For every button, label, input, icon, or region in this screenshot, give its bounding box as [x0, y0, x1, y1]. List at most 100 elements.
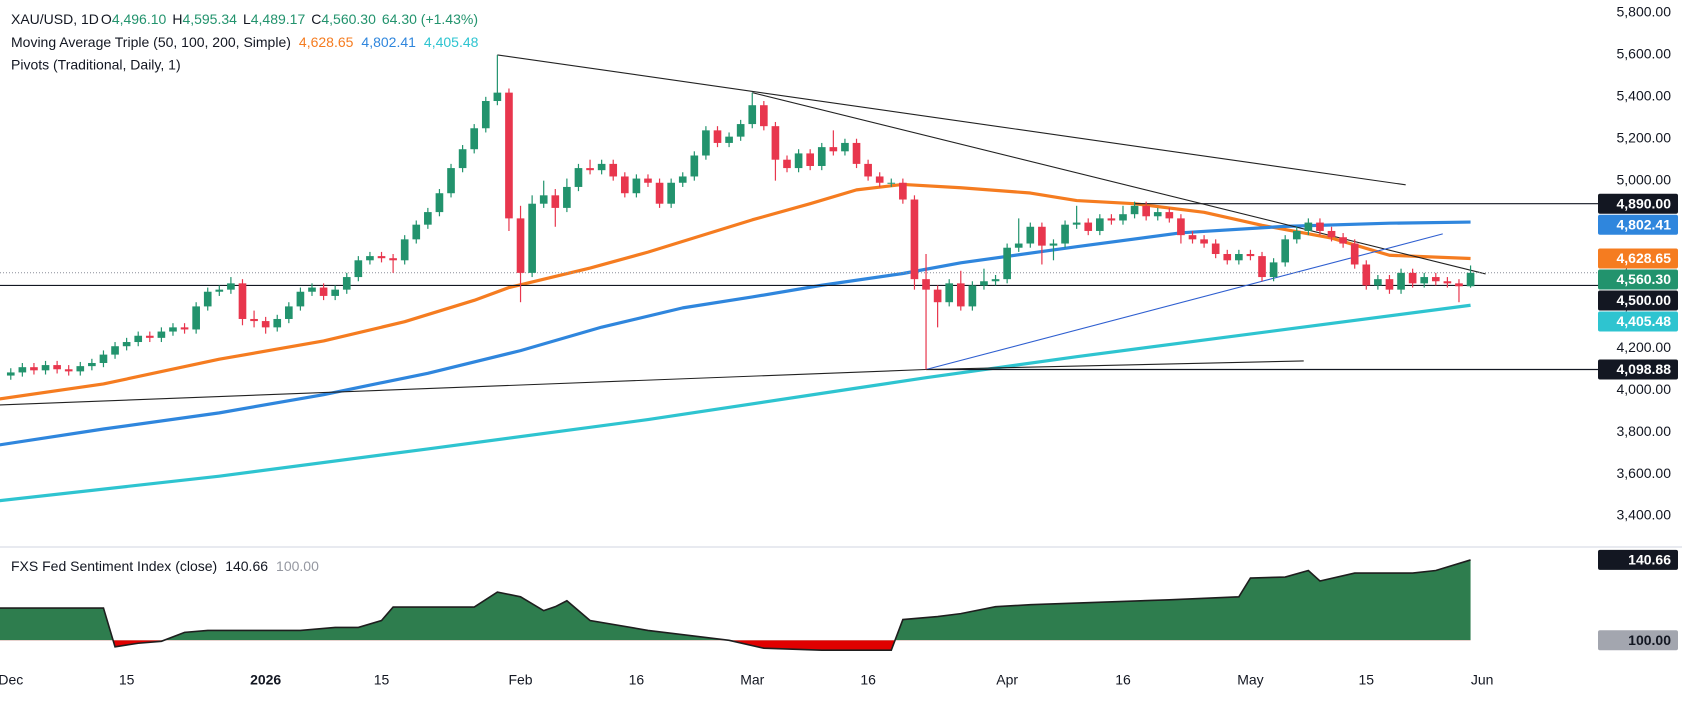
candle-body: [1408, 272, 1417, 284]
candle-body: [771, 126, 780, 160]
candle-body: [852, 142, 861, 164]
candle-body: [470, 128, 479, 150]
candle-body: [736, 124, 745, 137]
candle-body: [76, 366, 85, 372]
trendline: [752, 92, 1486, 275]
candle-body: [563, 186, 571, 208]
candle-body: [1281, 239, 1290, 263]
area-above-baseline: [0, 559, 1471, 641]
candle-body: [644, 178, 652, 183]
candle-body: [1003, 247, 1011, 280]
candle-body: [1292, 230, 1301, 240]
candle-body: [655, 182, 664, 204]
price-pane: [0, 54, 1598, 503]
trendline: [497, 54, 1406, 186]
candle-body: [1443, 281, 1452, 284]
last-price-tag-label: 4,560.30: [1617, 271, 1672, 287]
candle-body: [841, 142, 849, 152]
level-tag-box: [1598, 193, 1678, 214]
candle-body: [586, 168, 594, 171]
y-tick-label: 4,000.00: [1617, 381, 1672, 397]
candle-body: [308, 287, 316, 292]
candle-body: [157, 331, 166, 338]
candle-body: [922, 279, 930, 290]
candle-body: [956, 283, 965, 307]
x-tick-label: Feb: [508, 672, 532, 688]
panel-value-tag-box: [1598, 549, 1678, 570]
candle-body: [88, 362, 96, 367]
x-tick-label: Apr: [996, 672, 1018, 688]
pivots-title: Pivots (Traditional, Daily, 1): [11, 57, 181, 73]
legend-row: XAU/USD, 1D O4,496.10 H4,595.34 L4,489.17 C4…: [11, 11, 478, 27]
candle-body: [389, 258, 397, 261]
symbol: XAU/USD, 1D: [11, 11, 99, 27]
y-tick-label: 4,200.00: [1617, 339, 1672, 355]
candle-body: [760, 105, 768, 127]
candle-body: [516, 218, 525, 273]
candle-body: [505, 92, 513, 219]
candle-body: [435, 193, 444, 213]
moving-average-tag-label: 4,628.65: [1617, 250, 1672, 266]
candle-body: [1177, 218, 1185, 236]
candle-body: [933, 289, 942, 303]
candle-body: [597, 163, 606, 171]
candle-body: [609, 163, 618, 177]
candle-body: [1339, 237, 1347, 244]
candle-body: [41, 365, 50, 371]
candle-body: [273, 318, 282, 328]
ohlc-value: 4,560.30: [321, 11, 376, 27]
panel-baseline-value: 100.00: [276, 558, 319, 574]
moving-average-tag-label: 4,802.41: [1617, 216, 1672, 232]
level-tag-box: [1598, 290, 1678, 311]
candle-body: [250, 318, 258, 322]
candle-body: [1316, 222, 1324, 231]
level-tag-box: [1598, 359, 1678, 380]
legend-value: 4,628.65: [299, 34, 354, 50]
moving-average-tag-label: 4,405.48: [1617, 313, 1672, 329]
candle-body: [1130, 205, 1139, 215]
candle-body: [713, 130, 722, 143]
candle-body: [261, 321, 270, 328]
y-tick-label: 3,600.00: [1617, 465, 1672, 481]
y-tick-label: 5,400.00: [1617, 88, 1672, 104]
candle-body: [331, 289, 339, 296]
y-tick-label: 5,200.00: [1617, 129, 1672, 145]
candle-body: [447, 168, 455, 194]
candle-body: [632, 178, 641, 194]
y-tick-label: 5,000.00: [1617, 171, 1672, 187]
legend-row: FXS Fed Sentiment Index (close) 140.66 100…: [11, 558, 319, 574]
candle-body: [574, 168, 583, 187]
candle-body: [377, 256, 386, 259]
ohlc-value: 4,595.34: [182, 11, 237, 27]
candle-body: [875, 176, 884, 183]
candle-body: [134, 335, 143, 343]
candle-body: [1072, 222, 1081, 225]
x-tick-label: 15: [374, 672, 390, 688]
axes: 3,400.00 3,600.00 3,800.00 4,000.00 4,200.00…: [0, 4, 1678, 688]
candle-body: [169, 327, 177, 332]
ohlc-key: C: [311, 11, 321, 27]
ohlc-value: 4,496.10: [112, 11, 167, 27]
x-tick-label: Mar: [740, 672, 764, 688]
candle-body: [1211, 243, 1220, 255]
candle-body: [215, 289, 224, 292]
candle-body: [1014, 243, 1023, 248]
candle-body: [30, 367, 38, 371]
candle-body: [1223, 254, 1232, 261]
candle-body: [111, 346, 119, 355]
candle-body: [458, 149, 467, 169]
candle-body: [910, 199, 919, 280]
candle-body: [481, 101, 490, 129]
candle-body: [1374, 279, 1382, 286]
candle-body: [1327, 230, 1336, 238]
candle-body: [296, 291, 305, 307]
candle-body: [690, 155, 699, 177]
candle-body: [1165, 212, 1174, 219]
x-tick-label: 16: [1115, 672, 1131, 688]
candle-body: [53, 365, 61, 370]
candle-body: [18, 367, 27, 373]
trendline: [0, 368, 927, 406]
candle-body: [539, 195, 548, 204]
